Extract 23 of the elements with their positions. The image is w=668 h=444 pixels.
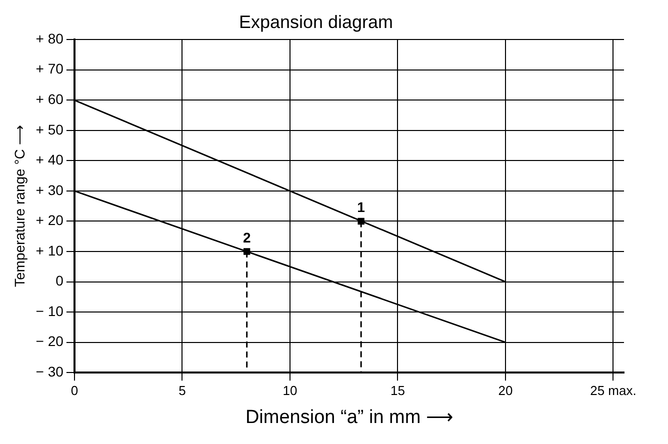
y-tick-label: − 20 — [36, 333, 64, 350]
annotation: 2 — [242, 229, 251, 246]
x-axis-title: Dimension “a” in mm ⟶ — [245, 406, 453, 428]
x-tick-label: 20 — [498, 382, 513, 398]
x-tick-label: 0 — [70, 382, 78, 398]
y-tick-label: + 20 — [36, 212, 64, 228]
y-axis-title: Temperature range °C ⟶ — [11, 125, 28, 287]
y-tick-label: + 70 — [36, 60, 64, 77]
y-tick-label: − 30 — [36, 363, 64, 380]
annotation: 1 — [357, 199, 366, 216]
x-tick-label: 25 max. — [590, 382, 636, 398]
y-tick-label: − 10 — [36, 302, 64, 319]
chart-title: Expansion diagram — [238, 12, 394, 32]
y-tick-label: + 40 — [36, 152, 64, 168]
x-tick-label: 10 — [282, 382, 298, 398]
y-tick-label: + 60 — [36, 91, 64, 108]
x-tick-label: 15 — [390, 382, 405, 398]
y-tick-label: + 10 — [36, 242, 64, 258]
y-tick-label: 0 — [56, 272, 64, 289]
y-tick-label: + 50 — [36, 121, 64, 138]
x-tick-label: 5 — [178, 382, 186, 398]
y-tick-label: + 80 — [36, 30, 64, 46]
y-tick-label: + 30 — [36, 182, 64, 198]
